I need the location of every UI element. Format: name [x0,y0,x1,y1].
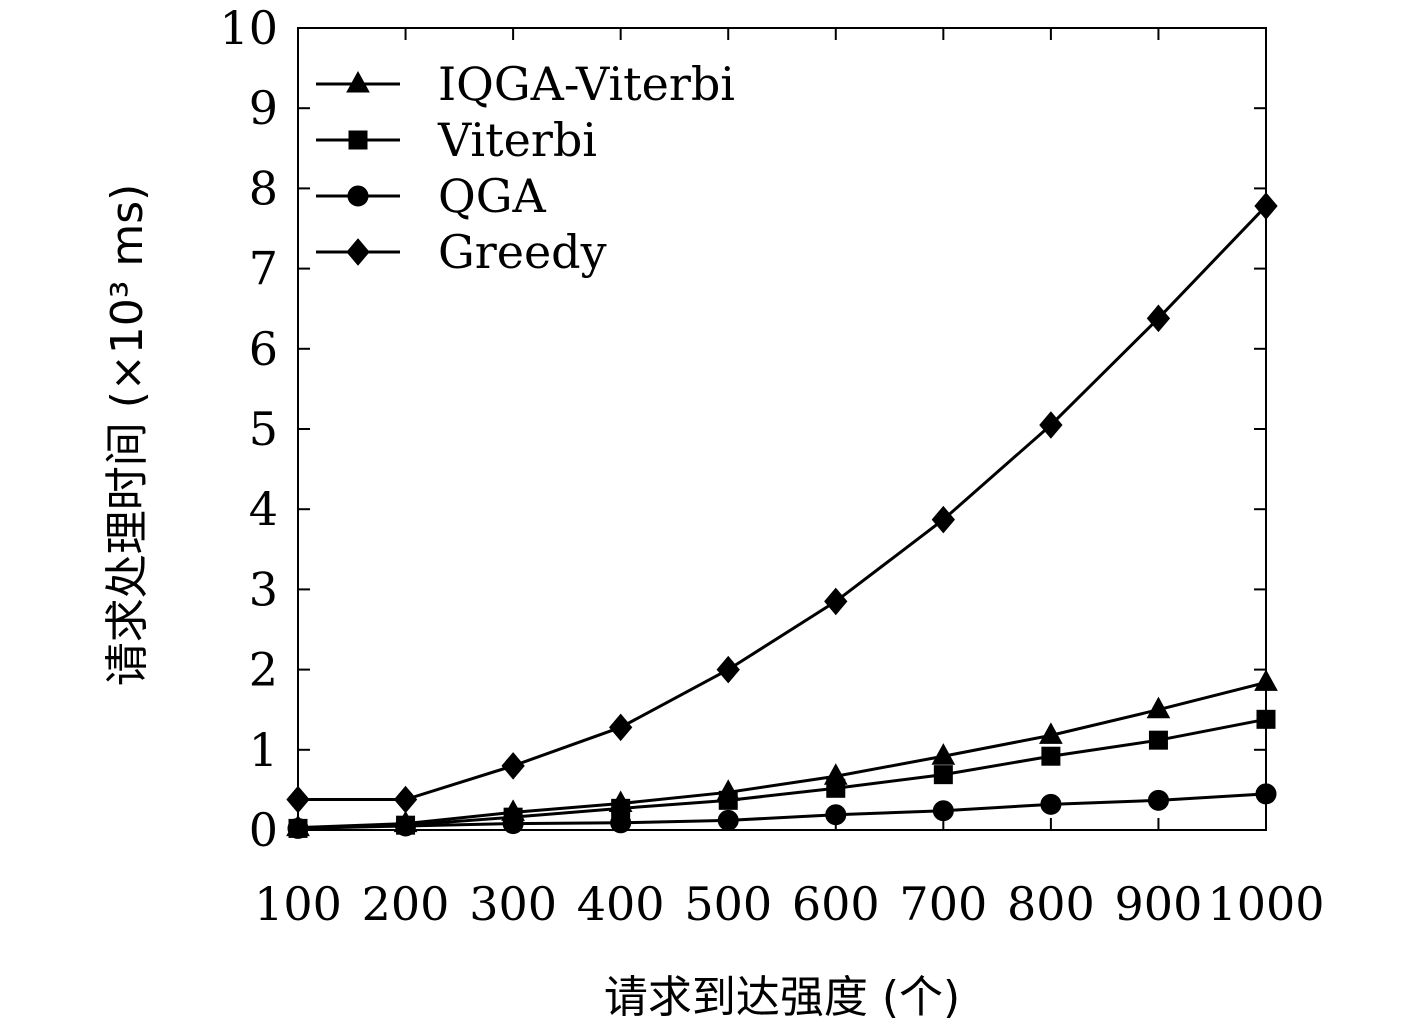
data-point-diamond [501,752,525,780]
y-tick-label: 10 [219,1,278,55]
x-axis-title: 请求到达强度 (个) [604,972,960,1023]
series-line-viterbi [297,717,1267,830]
legend-entry-iqga-viterbi: IQGA-Viterbi [316,57,735,111]
data-point-circle [932,800,954,822]
data-point-diamond [1146,304,1171,333]
series-layer [286,192,1278,839]
legend-label: IQGA-Viterbi [438,57,735,111]
y-tick-label: 4 [249,482,278,536]
legend-label: Viterbi [437,113,597,167]
series-line-greedy [298,205,1268,802]
series-qga [287,783,1277,839]
y-tick-label: 5 [249,402,278,456]
x-tick-label: 1000 [1207,877,1324,931]
data-point-circle [347,185,369,207]
series-iqga-viterbi [286,669,1278,837]
data-point-diamond [393,785,418,814]
data-point-circle [502,813,524,835]
y-tick-label: 2 [249,643,278,697]
data-point-diamond [286,785,310,814]
y-tick-label: 8 [249,161,278,215]
x-tick-label: 900 [1115,877,1203,931]
data-point-circle [717,809,739,831]
data-point-square [826,778,846,798]
legend-entry-qga: QGA [316,169,546,223]
x-tick-label: 100 [254,877,342,931]
data-point-square [718,790,738,810]
data-point-diamond [824,587,848,616]
data-point-circle [610,812,632,834]
data-point-triangle [931,743,956,765]
data-point-diamond [931,505,955,534]
data-point-diamond [1039,411,1063,439]
data-point-triangle [1039,722,1063,744]
x-tick-label: 800 [1007,877,1095,931]
series-greedy [286,192,1278,814]
data-point-square [1256,709,1276,729]
x-tick-label: 200 [362,877,450,931]
y-tick-label: 0 [249,803,278,857]
y-tick-label: 6 [249,322,278,376]
data-point-circle [1255,783,1277,805]
x-tick-label: 400 [577,877,665,931]
axis-ticks: 0 1 2 3 4 5 6 7 8 9 10 100 200 300 400 500 600 700 800 900 1… [219,1,1324,931]
data-point-diamond [346,238,370,266]
data-point-circle [1040,793,1062,815]
y-tick-label: 1 [249,723,278,777]
legend-label: Greedy [438,225,607,279]
x-tick-label: 500 [684,877,772,931]
data-point-triangle [346,70,370,93]
data-point-circle [825,804,847,826]
series-line-iqga-viterbi [297,680,1267,830]
data-point-circle [1147,789,1169,811]
y-axis-title: 请求处理时间 (×10³ ms) [102,184,153,687]
data-point-diamond [609,713,633,742]
data-point-circle [395,815,417,837]
data-point-diamond [716,655,740,684]
y-tick-label: 3 [249,562,278,616]
legend-label: QGA [438,169,546,223]
data-point-square [348,130,368,150]
data-point-triangle [1146,696,1171,719]
legend-entry-viterbi: Viterbi [316,113,597,167]
data-point-diamond [1254,192,1278,220]
data-point-square [933,765,953,785]
data-point-triangle [1254,669,1278,691]
x-tick-label: 600 [792,877,880,931]
y-tick-label: 7 [249,242,278,296]
data-point-square [1148,730,1168,750]
data-point-square [1041,746,1061,766]
y-tick-label: 9 [249,81,278,135]
x-tick-label: 300 [469,877,557,931]
series-line-qga [297,792,1267,830]
data-point-circle [287,817,309,839]
x-tick-label: 700 [899,877,987,931]
legend-entry-greedy: Greedy [316,225,607,279]
